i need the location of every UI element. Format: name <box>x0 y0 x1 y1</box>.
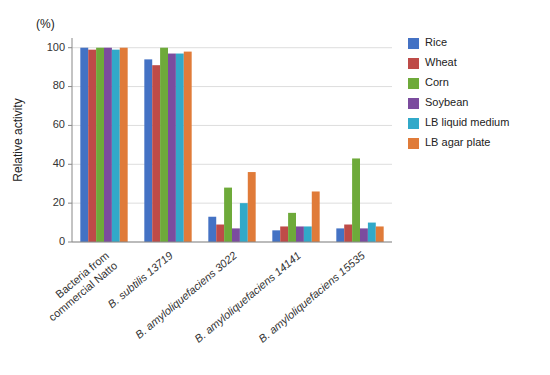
legend-swatch <box>408 58 419 69</box>
legend-swatch <box>408 138 419 149</box>
bar <box>312 191 320 242</box>
bar <box>144 59 152 242</box>
series <box>112 50 376 242</box>
x-tick-label: B. amyloliquefaciens 15535 <box>256 249 367 345</box>
legend-swatch <box>408 98 419 109</box>
legend-label: LB liquid medium <box>425 116 509 128</box>
bar <box>232 228 240 242</box>
x-label-group: Bacteria fromcommercial Natto <box>38 249 120 323</box>
legend-label: LB agar plate <box>425 136 490 148</box>
bar <box>296 226 304 242</box>
series <box>96 48 360 242</box>
bar <box>280 226 288 242</box>
x-axis-line <box>72 242 392 243</box>
chart-svg: 0 20 40 60 80 100 Bacteria fromcommercial Natt… <box>0 0 550 375</box>
tick-label: 60 <box>53 118 65 130</box>
x-tick-label: B. subtilis 13719 <box>105 249 175 310</box>
legend-label: Wheat <box>425 56 457 68</box>
tick-mark <box>68 86 72 87</box>
x-label-group: B. amyloliquefaciens 3022 <box>133 249 239 341</box>
legend-swatch <box>408 38 419 49</box>
bars <box>80 48 383 242</box>
legend-label: Soybean <box>425 96 468 108</box>
x-tick-label-line: B. amyloliquefaciens 3022 <box>133 249 239 341</box>
bar <box>104 48 112 242</box>
bar <box>360 228 368 242</box>
tick-label: 40 <box>53 157 65 169</box>
legend-label: Rice <box>425 36 447 48</box>
bar <box>208 217 216 242</box>
bar <box>344 225 352 242</box>
y-ticks: 0 20 40 60 80 100 <box>47 41 72 247</box>
tick-mark <box>68 47 72 48</box>
bar <box>96 48 104 242</box>
bar <box>336 228 344 242</box>
chart-container: 0 20 40 60 80 100 Bacteria fromcommercial Natt… <box>0 0 550 375</box>
x-tick-label: Bacteria fromcommercial Natto <box>38 249 120 323</box>
bar <box>224 188 232 242</box>
tick-label: 100 <box>47 41 65 53</box>
grid <box>72 48 392 242</box>
bar <box>272 230 280 242</box>
x-tick-labels: Bacteria fromcommercial NattoB. subtilis… <box>38 249 368 345</box>
tick-mark <box>68 164 72 165</box>
legend-swatch <box>408 78 419 89</box>
bar <box>120 48 128 242</box>
series <box>104 48 368 242</box>
x-label-group: B. subtilis 13719 <box>105 249 175 310</box>
bar <box>288 213 296 242</box>
x-tick-label: B. amyloliquefaciens 3022 <box>133 249 239 341</box>
legend-label: Corn <box>425 76 449 88</box>
x-tick-label-line: commercial Natto <box>46 259 119 323</box>
legend-swatch <box>408 118 419 129</box>
series <box>80 48 344 242</box>
bar <box>112 50 120 242</box>
bar <box>352 158 360 242</box>
tick-label: 20 <box>53 196 65 208</box>
bar <box>152 65 160 242</box>
series <box>88 50 352 242</box>
tick-mark <box>68 125 72 126</box>
bar <box>368 223 376 242</box>
x-label-group: B. amyloliquefaciens 15535 <box>256 249 367 345</box>
tick-label: 80 <box>53 79 65 91</box>
x-label-group: B. amyloliquefaciens 14141 <box>192 249 303 345</box>
legend: Rice Wheat Corn Soybean LB liquid medium LB a… <box>408 36 509 149</box>
grid-line <box>72 242 392 243</box>
tick-mark <box>68 203 72 204</box>
x-tick-label-line: B. amyloliquefaciens 15535 <box>256 249 367 345</box>
bar <box>240 203 248 242</box>
series <box>120 48 384 242</box>
bar <box>168 54 176 242</box>
y-axis-line <box>72 38 73 242</box>
tick-label: 0 <box>59 235 65 247</box>
bar <box>216 225 224 242</box>
bar <box>160 48 168 242</box>
bar <box>376 226 384 242</box>
bar <box>80 48 88 242</box>
x-tick-label-line: B. subtilis 13719 <box>105 249 175 310</box>
bar <box>88 50 96 242</box>
bar <box>176 54 184 242</box>
bar <box>304 226 312 242</box>
bar <box>248 172 256 242</box>
bar <box>184 52 192 242</box>
x-tick-label: B. amyloliquefaciens 14141 <box>192 249 303 345</box>
y-axis-label: Relative activity <box>11 98 25 181</box>
annotation: (%) <box>36 17 55 31</box>
x-tick-label-line: B. amyloliquefaciens 14141 <box>192 249 303 345</box>
tick-mark <box>68 242 72 243</box>
